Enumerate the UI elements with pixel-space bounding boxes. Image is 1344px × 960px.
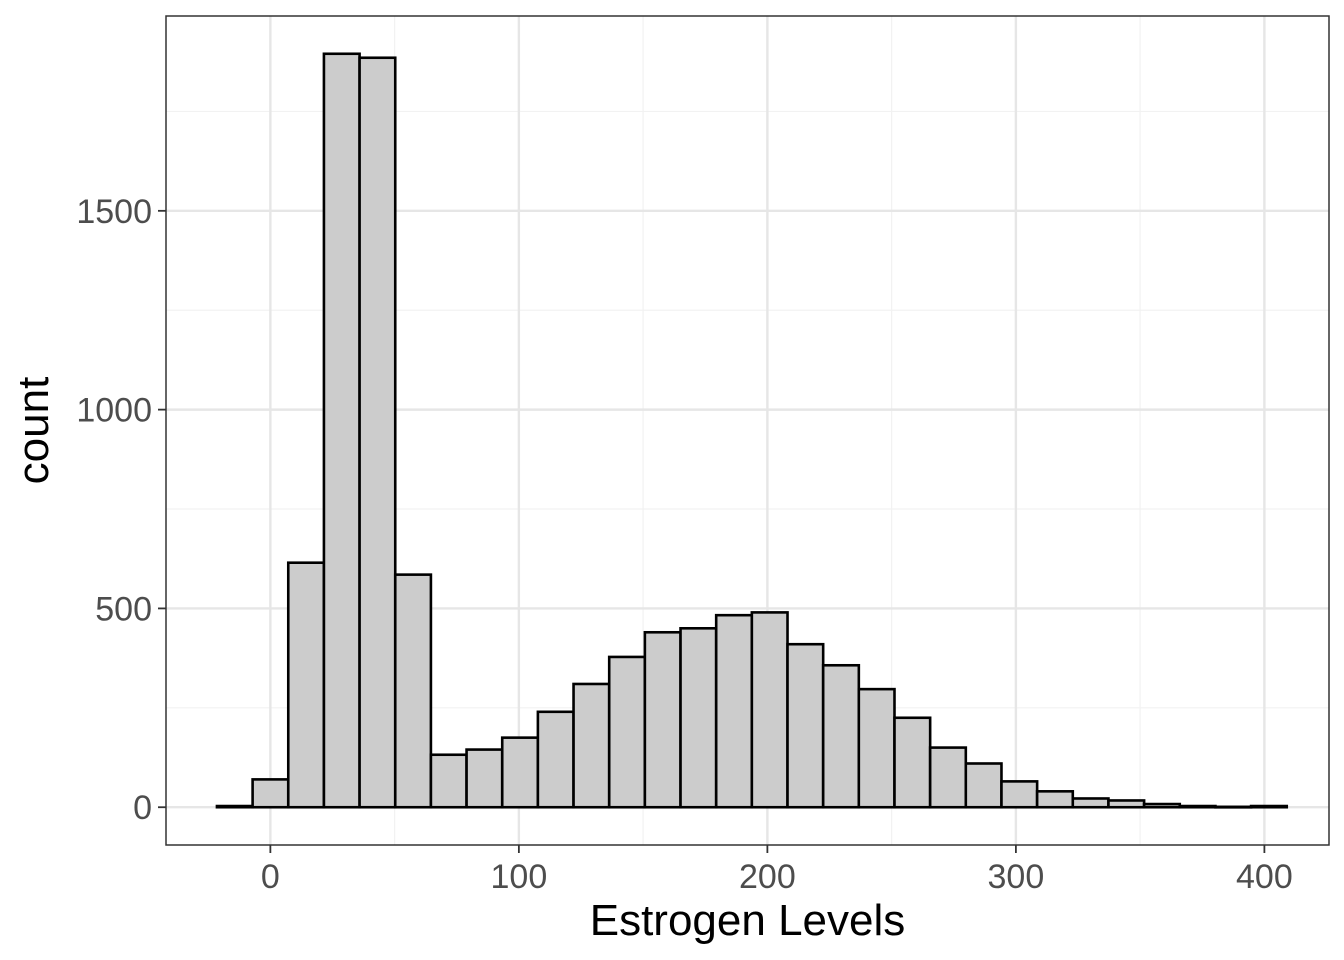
y-axis-title: count: [9, 377, 58, 485]
x-tick-label: 200: [739, 858, 796, 896]
histogram-bar: [607, 655, 647, 809]
histogram-bar: [1249, 804, 1289, 809]
histogram-bar: [857, 687, 896, 809]
y-tick-label: 1500: [76, 193, 152, 231]
histogram-bar: [251, 778, 290, 809]
histogram-bar: [928, 746, 968, 809]
histogram-bar: [821, 663, 861, 809]
histogram-bar: [393, 573, 433, 809]
histogram-bar: [679, 627, 718, 809]
x-tick-label: 400: [1236, 858, 1293, 896]
histogram-bar: [215, 804, 254, 809]
histogram-bar: [893, 716, 932, 809]
histogram-bar: [572, 682, 611, 809]
histogram-bar: [1214, 805, 1253, 809]
histogram-bar: [500, 736, 540, 809]
histogram-bar: [1071, 797, 1110, 809]
histogram-bars: [215, 52, 1289, 809]
histogram-bar: [358, 56, 397, 809]
y-tick-label: 0: [133, 789, 152, 827]
x-tick-label: 0: [261, 858, 280, 896]
y-tick-label: 1000: [76, 392, 152, 430]
histogram-bar: [786, 642, 825, 809]
x-tick-label: 300: [988, 858, 1045, 896]
x-axis-title: Estrogen Levels: [590, 896, 906, 945]
histogram-bar: [429, 753, 468, 809]
x-tick-label: 100: [491, 858, 548, 896]
histogram-bar: [465, 748, 504, 809]
y-tick-label: 500: [95, 590, 152, 628]
histogram-bar: [964, 762, 1003, 809]
histogram-bar: [322, 52, 361, 809]
y-axis-ticks: 0 500 1000 1500: [76, 193, 166, 827]
histogram-bar: [1107, 799, 1146, 809]
histogram-bar: [1000, 780, 1039, 809]
histogram-bar: [1035, 790, 1075, 809]
x-axis-ticks: 0 100 200 300 400: [261, 845, 1293, 896]
histogram-bar: [1142, 802, 1182, 809]
histogram-bar: [750, 611, 789, 809]
histogram-bar: [1178, 804, 1217, 809]
histogram-bar: [714, 613, 754, 809]
histogram-bar: [536, 710, 575, 809]
histogram-bar: [643, 630, 682, 809]
histogram-bar: [286, 561, 326, 809]
plot-panel-border: [165, 15, 1330, 846]
